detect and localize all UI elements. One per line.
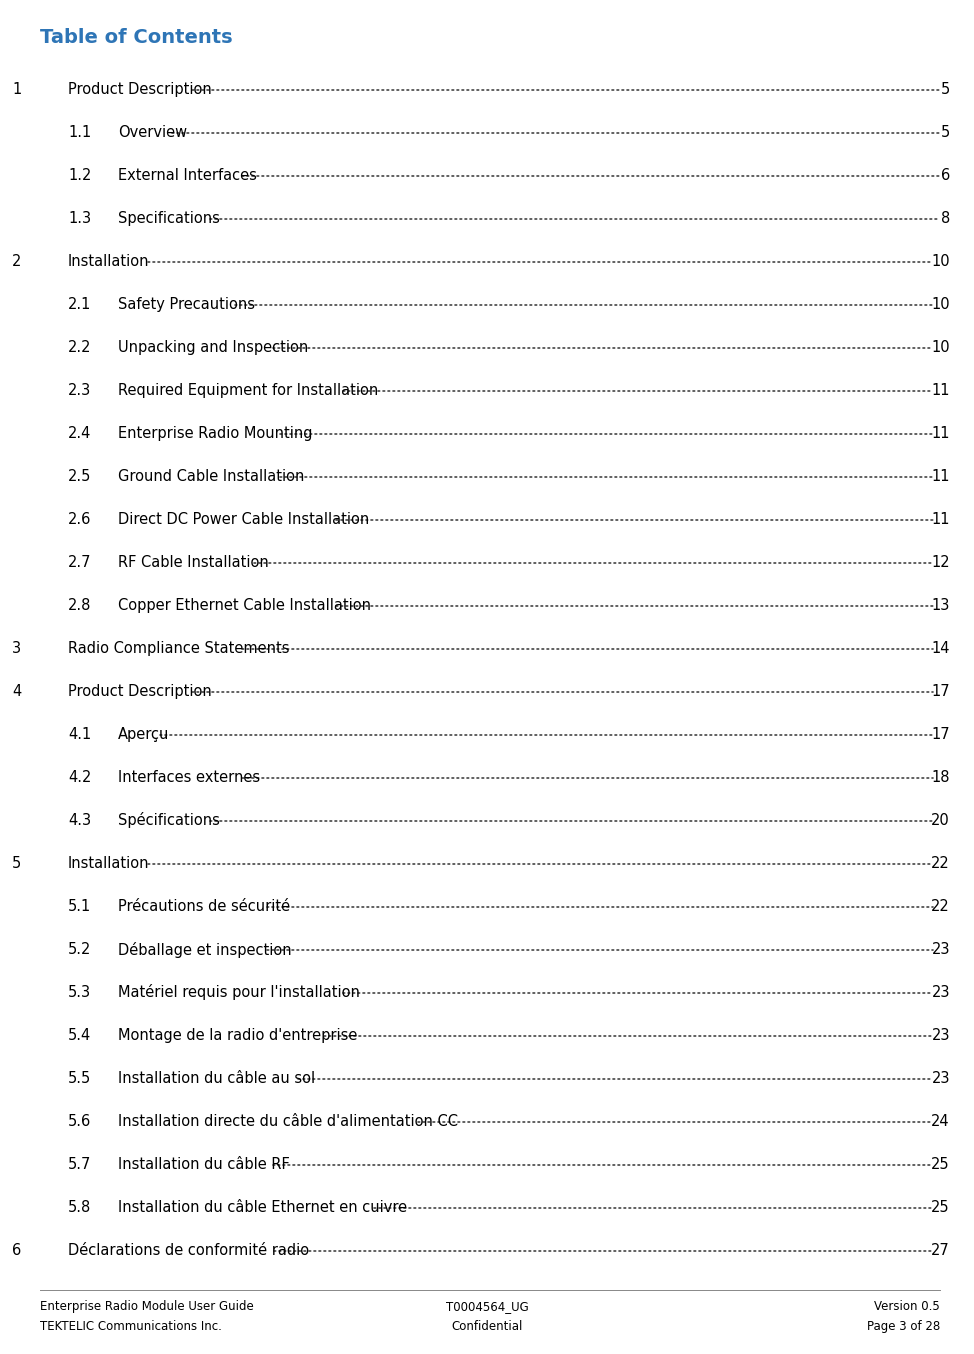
Text: Safety Precautions: Safety Precautions bbox=[118, 297, 255, 311]
Text: 2.6: 2.6 bbox=[68, 512, 92, 527]
Text: 10: 10 bbox=[931, 340, 950, 355]
Text: Spécifications: Spécifications bbox=[118, 812, 220, 829]
Text: 1.2: 1.2 bbox=[68, 168, 92, 183]
Text: Installation: Installation bbox=[68, 856, 149, 871]
Text: TEKTELIC Communications Inc.: TEKTELIC Communications Inc. bbox=[40, 1320, 222, 1332]
Text: Installation du câble au sol: Installation du câble au sol bbox=[118, 1071, 316, 1086]
Text: T0004564_UG: T0004564_UG bbox=[446, 1300, 528, 1313]
Text: Ground Cable Installation: Ground Cable Installation bbox=[118, 468, 304, 483]
Text: 20: 20 bbox=[931, 812, 950, 829]
Text: 22: 22 bbox=[931, 899, 950, 914]
Text: 25: 25 bbox=[931, 1158, 950, 1173]
Text: Aperçu: Aperçu bbox=[118, 727, 169, 742]
Text: 23: 23 bbox=[931, 942, 950, 957]
Text: Product Description: Product Description bbox=[68, 684, 211, 699]
Text: Confidential: Confidential bbox=[451, 1320, 523, 1332]
Text: 5.8: 5.8 bbox=[68, 1200, 92, 1215]
Text: 4.1: 4.1 bbox=[68, 727, 92, 742]
Text: 4.3: 4.3 bbox=[68, 812, 92, 829]
Text: 14: 14 bbox=[931, 640, 950, 655]
Text: Specifications: Specifications bbox=[118, 211, 220, 226]
Text: 13: 13 bbox=[931, 598, 950, 613]
Text: Copper Ethernet Cable Installation: Copper Ethernet Cable Installation bbox=[118, 598, 371, 613]
Text: Unpacking and Inspection: Unpacking and Inspection bbox=[118, 340, 308, 355]
Text: 5: 5 bbox=[12, 856, 21, 871]
Text: 22: 22 bbox=[931, 856, 950, 871]
Text: 11: 11 bbox=[931, 427, 950, 441]
Text: 6: 6 bbox=[941, 168, 950, 183]
Text: Direct DC Power Cable Installation: Direct DC Power Cable Installation bbox=[118, 512, 369, 527]
Text: Installation: Installation bbox=[68, 255, 149, 269]
Text: 23: 23 bbox=[931, 1071, 950, 1086]
Text: 5.1: 5.1 bbox=[68, 899, 92, 914]
Text: Table of Contents: Table of Contents bbox=[40, 28, 233, 47]
Text: 11: 11 bbox=[931, 468, 950, 483]
Text: 27: 27 bbox=[931, 1243, 950, 1258]
Text: 2.7: 2.7 bbox=[68, 555, 92, 570]
Text: 5.6: 5.6 bbox=[68, 1114, 92, 1129]
Text: External Interfaces: External Interfaces bbox=[118, 168, 257, 183]
Text: Montage de la radio d'entreprise: Montage de la radio d'entreprise bbox=[118, 1028, 357, 1043]
Text: Enterprise Radio Mounting: Enterprise Radio Mounting bbox=[118, 427, 313, 441]
Text: 5: 5 bbox=[941, 125, 950, 139]
Text: 2.3: 2.3 bbox=[68, 383, 92, 398]
Text: 12: 12 bbox=[931, 555, 950, 570]
Text: Interfaces externes: Interfaces externes bbox=[118, 770, 260, 785]
Text: Product Description: Product Description bbox=[68, 83, 211, 97]
Text: Déballage et inspection: Déballage et inspection bbox=[118, 941, 291, 957]
Text: 5.2: 5.2 bbox=[68, 942, 92, 957]
Text: Installation du câble Ethernet en cuivre: Installation du câble Ethernet en cuivre bbox=[118, 1200, 407, 1215]
Text: 17: 17 bbox=[931, 727, 950, 742]
Text: 23: 23 bbox=[931, 1028, 950, 1043]
Text: 2.5: 2.5 bbox=[68, 468, 92, 483]
Text: 3: 3 bbox=[12, 640, 21, 655]
Text: 2.1: 2.1 bbox=[68, 297, 92, 311]
Text: 5.7: 5.7 bbox=[68, 1158, 92, 1173]
Text: 10: 10 bbox=[931, 255, 950, 269]
Text: 4: 4 bbox=[12, 684, 21, 699]
Text: Page 3 of 28: Page 3 of 28 bbox=[867, 1320, 940, 1332]
Text: RF Cable Installation: RF Cable Installation bbox=[118, 555, 269, 570]
Text: 2.4: 2.4 bbox=[68, 427, 92, 441]
Text: 5.5: 5.5 bbox=[68, 1071, 92, 1086]
Text: 2: 2 bbox=[12, 255, 21, 269]
Text: 1.1: 1.1 bbox=[68, 125, 92, 139]
Text: Installation du câble RF: Installation du câble RF bbox=[118, 1158, 289, 1173]
Text: 23: 23 bbox=[931, 984, 950, 1001]
Text: Version 0.5: Version 0.5 bbox=[875, 1300, 940, 1313]
Text: Enterprise Radio Module User Guide: Enterprise Radio Module User Guide bbox=[40, 1300, 254, 1313]
Text: 5.3: 5.3 bbox=[68, 984, 92, 1001]
Text: 6: 6 bbox=[12, 1243, 21, 1258]
Text: 1.3: 1.3 bbox=[68, 211, 92, 226]
Text: 2.2: 2.2 bbox=[68, 340, 92, 355]
Text: 4.2: 4.2 bbox=[68, 770, 92, 785]
Text: Déclarations de conformité radio: Déclarations de conformité radio bbox=[68, 1243, 309, 1258]
Text: Précautions de sécurité: Précautions de sécurité bbox=[118, 899, 290, 914]
Text: 5.4: 5.4 bbox=[68, 1028, 92, 1043]
Text: 24: 24 bbox=[931, 1114, 950, 1129]
Text: 5: 5 bbox=[941, 83, 950, 97]
Text: 1: 1 bbox=[12, 83, 21, 97]
Text: Matériel requis pour l'installation: Matériel requis pour l'installation bbox=[118, 984, 359, 1001]
Text: 17: 17 bbox=[931, 684, 950, 699]
Text: 2.8: 2.8 bbox=[68, 598, 92, 613]
Text: 11: 11 bbox=[931, 383, 950, 398]
Text: Overview: Overview bbox=[118, 125, 187, 139]
Text: Radio Compliance Statements: Radio Compliance Statements bbox=[68, 640, 289, 655]
Text: Installation directe du câble d'alimentation CC: Installation directe du câble d'alimenta… bbox=[118, 1114, 458, 1129]
Text: 11: 11 bbox=[931, 512, 950, 527]
Text: 18: 18 bbox=[931, 770, 950, 785]
Text: Required Equipment for Installation: Required Equipment for Installation bbox=[118, 383, 378, 398]
Text: 25: 25 bbox=[931, 1200, 950, 1215]
Text: 10: 10 bbox=[931, 297, 950, 311]
Text: 8: 8 bbox=[941, 211, 950, 226]
